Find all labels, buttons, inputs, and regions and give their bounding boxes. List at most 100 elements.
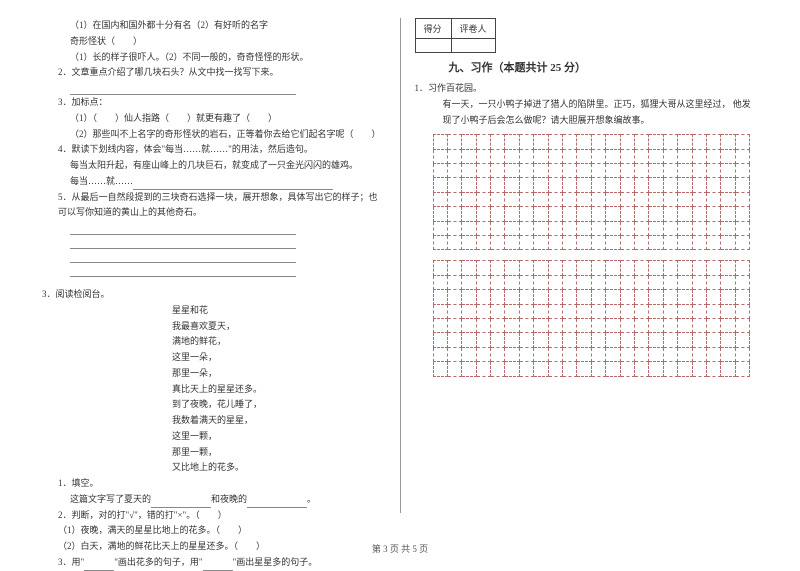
w2a: 有一天，一只小鸭子掉进了猎人的陷阱里。正巧，狐狸大哥从这里经过，	[443, 99, 731, 109]
writing-cell	[577, 164, 591, 178]
writing-cell	[706, 290, 720, 304]
writing-cell	[692, 275, 706, 289]
writing-cell	[476, 290, 490, 304]
q3-l2: （2）那些叫不上名字的奇形怪状的岩石，正等着你去给它们起名字呢（ ）	[42, 127, 386, 143]
q5-blank1	[70, 221, 296, 235]
q2-blank	[70, 81, 296, 95]
writing-cell	[735, 275, 749, 289]
writing-cell	[505, 207, 519, 221]
writing-cell	[663, 261, 677, 275]
writing-cell	[548, 347, 562, 361]
writing-cell	[706, 347, 720, 361]
writing-cell	[476, 149, 490, 163]
writing-cell	[735, 347, 749, 361]
writing-cell	[649, 192, 663, 206]
writing-cell	[534, 178, 548, 192]
fill1: 1．填空。	[42, 476, 386, 492]
writing-cell	[606, 362, 620, 376]
writing-cell	[591, 333, 605, 347]
page-footer: 第 3 页 共 5 页	[0, 542, 800, 555]
writing-cell	[476, 304, 490, 318]
score-label: 得分	[415, 19, 451, 39]
writing-cell	[519, 207, 533, 221]
writing-cell	[505, 362, 519, 376]
writing-cell	[591, 135, 605, 149]
writing-cell	[706, 362, 720, 376]
writing-cell	[620, 362, 634, 376]
writing-cell	[548, 362, 562, 376]
writing-cell	[447, 318, 461, 332]
writing-cell	[663, 362, 677, 376]
writing-cell	[678, 164, 692, 178]
writing-cell	[433, 235, 447, 249]
writing-cell	[577, 275, 591, 289]
writing-cell	[505, 275, 519, 289]
writing-cell	[563, 261, 577, 275]
writing-cell	[649, 347, 663, 361]
writing-cell	[563, 304, 577, 318]
writing-cell	[620, 333, 634, 347]
writing-cell	[462, 135, 476, 149]
writing-cell	[591, 362, 605, 376]
writing-cell	[663, 164, 677, 178]
writing-cell	[721, 318, 735, 332]
writing-cell	[706, 333, 720, 347]
writing-cell	[447, 304, 461, 318]
writing-cell	[620, 164, 634, 178]
writing-grid-2	[433, 260, 751, 376]
writing-cell	[462, 178, 476, 192]
w2: 有一天，一只小鸭子掉进了猎人的陷阱里。正巧，狐狸大哥从这里经过， 他发现了小鸭子…	[415, 97, 759, 129]
writing-cell	[735, 178, 749, 192]
writing-cell	[462, 318, 476, 332]
writing-cell	[476, 318, 490, 332]
writing-cell	[620, 207, 634, 221]
writing-cell	[577, 207, 591, 221]
writing-cell	[649, 149, 663, 163]
writing-cell	[678, 333, 692, 347]
writing-cell	[476, 275, 490, 289]
writing-cell	[563, 164, 577, 178]
writing-cell	[519, 362, 533, 376]
writing-cell	[462, 221, 476, 235]
writing-cell	[519, 164, 533, 178]
writing-cell	[433, 304, 447, 318]
writing-cell	[548, 235, 562, 249]
writing-cell	[706, 261, 720, 275]
writing-cell	[519, 135, 533, 149]
writing-cell	[447, 261, 461, 275]
writing-cell	[505, 347, 519, 361]
poem-l7: 我数着满天的星星，	[42, 413, 386, 429]
writing-cell	[534, 318, 548, 332]
writing-cell	[548, 164, 562, 178]
writing-cell	[678, 290, 692, 304]
writing-cell	[692, 290, 706, 304]
poem-l6: 到了夜晚，花儿睡了，	[42, 397, 386, 413]
writing-cell	[519, 261, 533, 275]
writing-cell	[447, 164, 461, 178]
writing-cell	[548, 261, 562, 275]
writing-cell	[447, 333, 461, 347]
writing-cell	[735, 290, 749, 304]
writing-cell	[606, 318, 620, 332]
writing-cell	[577, 318, 591, 332]
column-divider	[400, 18, 401, 513]
writing-cell	[721, 149, 735, 163]
writing-cell	[548, 290, 562, 304]
writing-cell	[649, 290, 663, 304]
writing-cell	[491, 135, 505, 149]
writing-cell	[692, 333, 706, 347]
writing-cell	[620, 304, 634, 318]
writing-cell	[692, 192, 706, 206]
writing-cell	[534, 207, 548, 221]
poem-l2: 满地的鲜花，	[42, 334, 386, 350]
writing-cell	[563, 235, 577, 249]
writing-cell	[706, 178, 720, 192]
writing-cell	[476, 362, 490, 376]
q4-l1: 每当太阳升起，有座山峰上的几块巨石，就变成了一只金光闪闪的雄鸡。	[42, 158, 386, 174]
writing-cell	[620, 135, 634, 149]
writing-cell	[678, 275, 692, 289]
fill1-left: 这篇文字写了夏天的	[70, 494, 151, 504]
writing-cell	[548, 178, 562, 192]
writing-cell	[462, 261, 476, 275]
writing-cell	[476, 135, 490, 149]
